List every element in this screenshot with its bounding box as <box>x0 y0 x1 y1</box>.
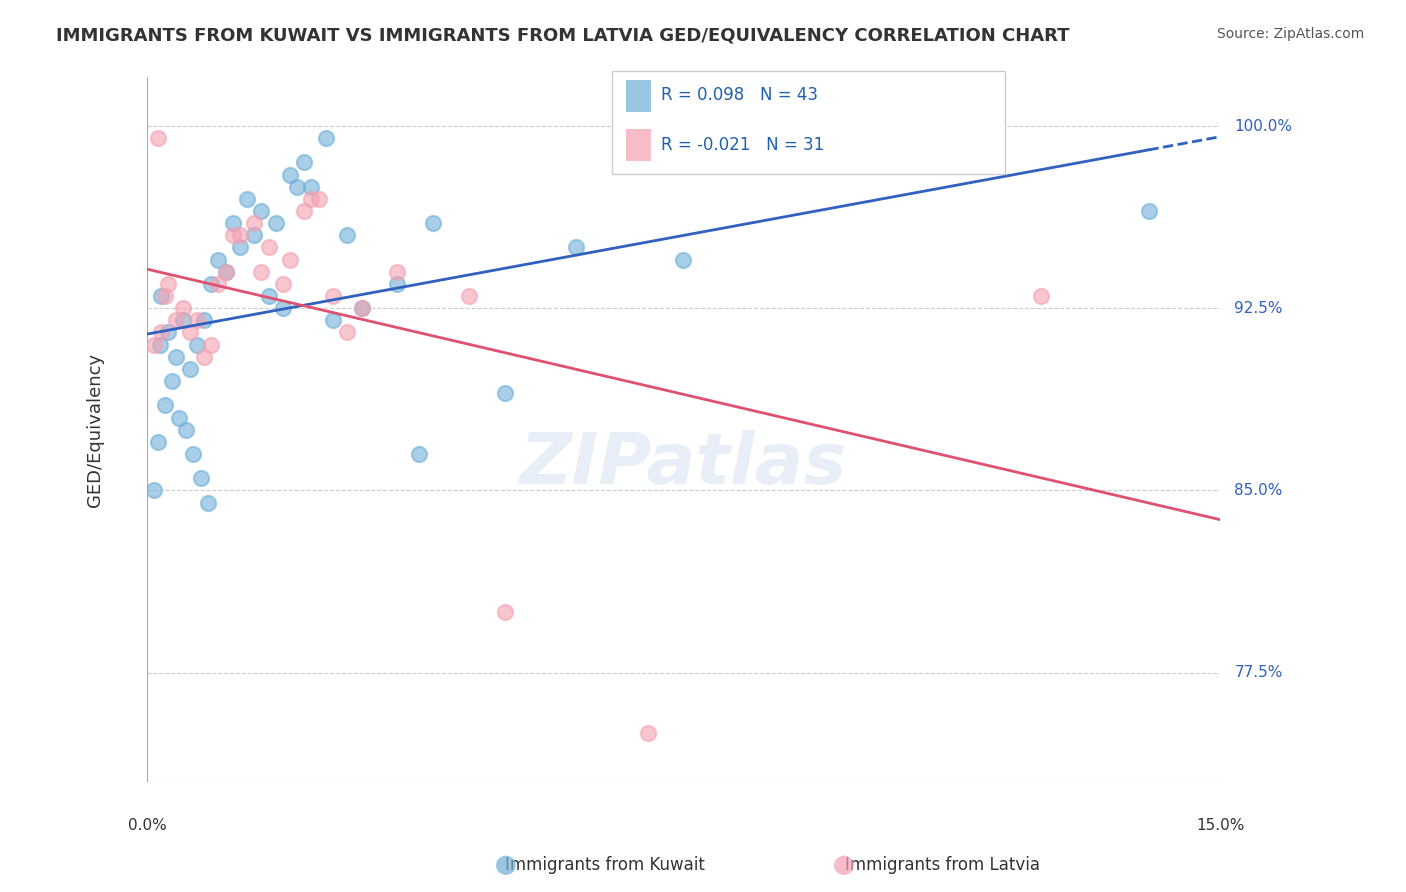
Point <box>186 337 208 351</box>
Point <box>278 252 301 267</box>
Point <box>150 289 173 303</box>
Point <box>150 326 173 340</box>
Point <box>408 447 430 461</box>
Point <box>336 326 359 340</box>
Point <box>229 228 252 243</box>
Point <box>1031 289 1053 303</box>
Point <box>207 252 229 267</box>
Point <box>257 240 280 254</box>
Point <box>322 313 344 327</box>
Point <box>565 240 588 254</box>
Point <box>174 423 197 437</box>
Point <box>350 301 373 316</box>
Point <box>207 277 229 291</box>
Text: ZIPatlas: ZIPatlas <box>520 430 848 500</box>
Point <box>243 216 266 230</box>
Text: 77.5%: 77.5% <box>1234 665 1282 680</box>
Point <box>157 277 180 291</box>
Point <box>146 434 169 449</box>
Text: 15.0%: 15.0% <box>1197 818 1244 833</box>
Point <box>229 240 252 254</box>
Point <box>186 313 208 327</box>
Point <box>301 192 323 206</box>
Point <box>322 289 344 303</box>
Point <box>637 726 659 740</box>
Point <box>387 277 409 291</box>
Text: ⬤: ⬤ <box>832 855 855 875</box>
Text: 100.0%: 100.0% <box>1234 119 1292 134</box>
Text: GED/Equivalency: GED/Equivalency <box>86 352 104 507</box>
Point <box>200 277 222 291</box>
Point <box>308 192 330 206</box>
Point <box>193 313 215 327</box>
Point <box>422 216 444 230</box>
Point <box>167 410 190 425</box>
Point <box>278 168 301 182</box>
Point <box>250 265 273 279</box>
Text: Source: ZipAtlas.com: Source: ZipAtlas.com <box>1216 27 1364 41</box>
Text: 85.0%: 85.0% <box>1234 483 1282 498</box>
Point <box>143 337 166 351</box>
Text: Immigrants from Latvia: Immigrants from Latvia <box>845 856 1039 874</box>
Point <box>271 301 294 316</box>
Text: IMMIGRANTS FROM KUWAIT VS IMMIGRANTS FROM LATVIA GED/EQUIVALENCY CORRELATION CHA: IMMIGRANTS FROM KUWAIT VS IMMIGRANTS FRO… <box>56 27 1070 45</box>
Point <box>1137 204 1160 219</box>
Point <box>301 179 323 194</box>
Point <box>271 277 294 291</box>
Point <box>243 228 266 243</box>
Point <box>165 313 187 327</box>
Point <box>672 252 695 267</box>
Text: 0.0%: 0.0% <box>128 818 166 833</box>
Point <box>146 131 169 145</box>
Point <box>494 605 516 619</box>
Point <box>336 228 359 243</box>
Point <box>172 313 194 327</box>
Point <box>285 179 308 194</box>
Point <box>172 301 194 316</box>
Point <box>179 362 201 376</box>
Point <box>236 192 259 206</box>
Point <box>200 337 222 351</box>
Text: Immigrants from Kuwait: Immigrants from Kuwait <box>505 856 704 874</box>
Point <box>222 228 245 243</box>
Point <box>153 289 176 303</box>
Point <box>494 386 516 401</box>
Point <box>214 265 236 279</box>
Text: R = 0.098   N = 43: R = 0.098 N = 43 <box>661 87 818 104</box>
Point <box>143 483 166 498</box>
Point <box>160 374 183 388</box>
Text: ⬤: ⬤ <box>495 855 517 875</box>
Point <box>222 216 245 230</box>
Point <box>387 265 409 279</box>
Point <box>292 155 315 169</box>
Point <box>153 398 176 412</box>
Point <box>257 289 280 303</box>
Point <box>250 204 273 219</box>
Point <box>214 265 236 279</box>
Point <box>315 131 337 145</box>
Point <box>193 350 215 364</box>
Point <box>190 471 212 485</box>
Point <box>264 216 287 230</box>
Point <box>165 350 187 364</box>
Point <box>457 289 479 303</box>
Point <box>149 337 172 351</box>
Text: R = -0.021   N = 31: R = -0.021 N = 31 <box>661 136 824 153</box>
Point <box>183 447 205 461</box>
Point <box>292 204 315 219</box>
Text: 92.5%: 92.5% <box>1234 301 1282 316</box>
Point <box>157 326 180 340</box>
Point <box>350 301 373 316</box>
Point <box>197 495 219 509</box>
Point <box>179 326 201 340</box>
